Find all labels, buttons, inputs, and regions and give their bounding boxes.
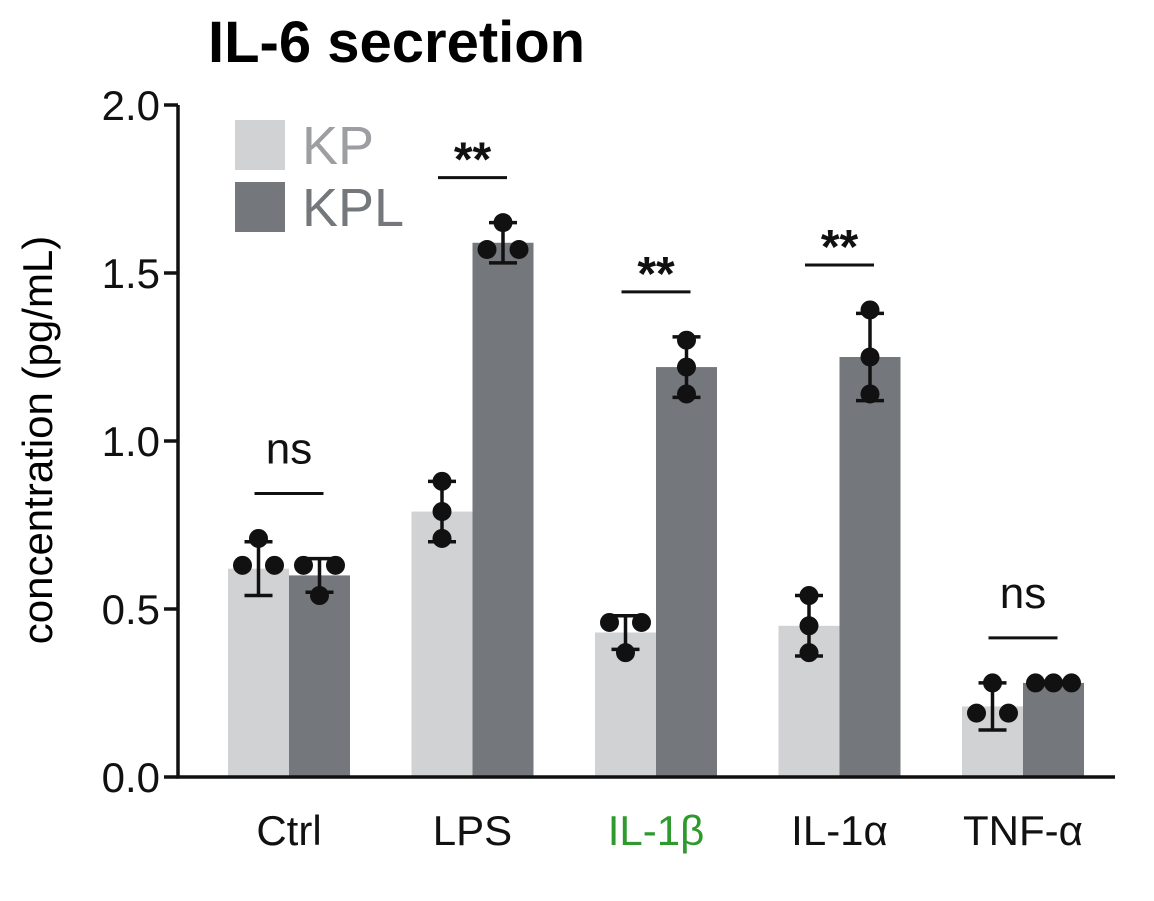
- bar-kpl-3: [839, 357, 901, 777]
- data-point-kp-2-2: [616, 643, 635, 663]
- data-point-kpl-2-2: [677, 384, 696, 404]
- bar-kpl-2: [656, 367, 717, 777]
- chart-title: IL-6 secretion: [208, 10, 585, 75]
- data-point-kpl-0-2: [310, 586, 329, 606]
- data-point-kp-4-2: [999, 703, 1018, 723]
- bar-kpl-4: [1023, 682, 1084, 777]
- data-point-kpl-1-1: [477, 239, 497, 259]
- data-point-kp-1-1: [432, 502, 452, 522]
- data-point-kp-0-0: [249, 528, 268, 548]
- y-tick-label-4: 2.0: [102, 82, 160, 129]
- data-point-kpl-1-2: [509, 239, 529, 259]
- data-point-kpl-2-1: [677, 357, 696, 377]
- data-point-kp-1-0: [432, 471, 452, 491]
- data-point-kpl-4-0: [1026, 673, 1045, 693]
- data-point-kpl-0-0: [294, 555, 313, 575]
- data-point-kpl-4-2: [1062, 673, 1081, 693]
- y-tick-label-1: 0.5: [102, 586, 160, 633]
- data-point-kpl-3-0: [860, 300, 880, 320]
- legend-label-kp: KP: [302, 116, 374, 176]
- bar-kp-1: [411, 511, 473, 777]
- significance-label-4: ns: [1000, 569, 1046, 618]
- significance-label-2: **: [637, 248, 675, 301]
- x-tick-label-0: Ctrl: [256, 807, 321, 854]
- bar-kpl-1: [472, 242, 534, 777]
- data-point-kpl-3-2: [860, 384, 880, 404]
- data-point-kp-1-2: [432, 528, 452, 548]
- y-axis-label: concentration (pg/mL): [14, 236, 61, 645]
- legend-label-kpl: KPL: [302, 178, 404, 238]
- data-point-kpl-3-1: [860, 347, 880, 367]
- legend-swatch-kp: [235, 120, 285, 170]
- legend-swatch-kpl: [235, 182, 285, 232]
- data-point-kp-3-0: [799, 586, 819, 606]
- x-tick-label-4: TNF-α: [963, 807, 1083, 854]
- data-point-kp-2-0: [600, 612, 619, 632]
- data-point-kp-0-2: [265, 555, 284, 575]
- x-tick-label-1: LPS: [433, 807, 512, 854]
- data-point-kp-3-2: [799, 643, 819, 663]
- data-point-kp-3-1: [799, 616, 819, 636]
- significance-label-1: **: [454, 134, 492, 187]
- data-point-kp-4-0: [983, 673, 1002, 693]
- data-point-kpl-4-1: [1044, 673, 1063, 693]
- bar-kp-0: [228, 568, 289, 777]
- x-tick-label-3: IL-1α: [791, 807, 888, 854]
- data-point-kp-0-1: [233, 555, 252, 575]
- data-point-kpl-2-0: [677, 330, 696, 350]
- x-tick-label-2: IL-1β: [608, 807, 705, 854]
- y-tick-label-2: 1.0: [102, 418, 160, 465]
- significance-label-0: ns: [266, 424, 312, 473]
- y-tick-label-0: 0.0: [102, 754, 160, 801]
- plot-area: ns ** ** ** ns 0.0 0.5 1.0 1.5 2.0 Ctrl LPS IL-1β IL-…: [102, 82, 1115, 854]
- significance-label-3: **: [821, 221, 859, 274]
- data-point-kpl-0-1: [326, 555, 345, 575]
- bar-kpl-0: [289, 575, 350, 777]
- data-point-kp-4-1: [967, 703, 986, 723]
- data-point-kp-2-1: [632, 612, 651, 632]
- data-point-kpl-1-0: [493, 213, 513, 233]
- y-tick-label-3: 1.5: [102, 250, 160, 297]
